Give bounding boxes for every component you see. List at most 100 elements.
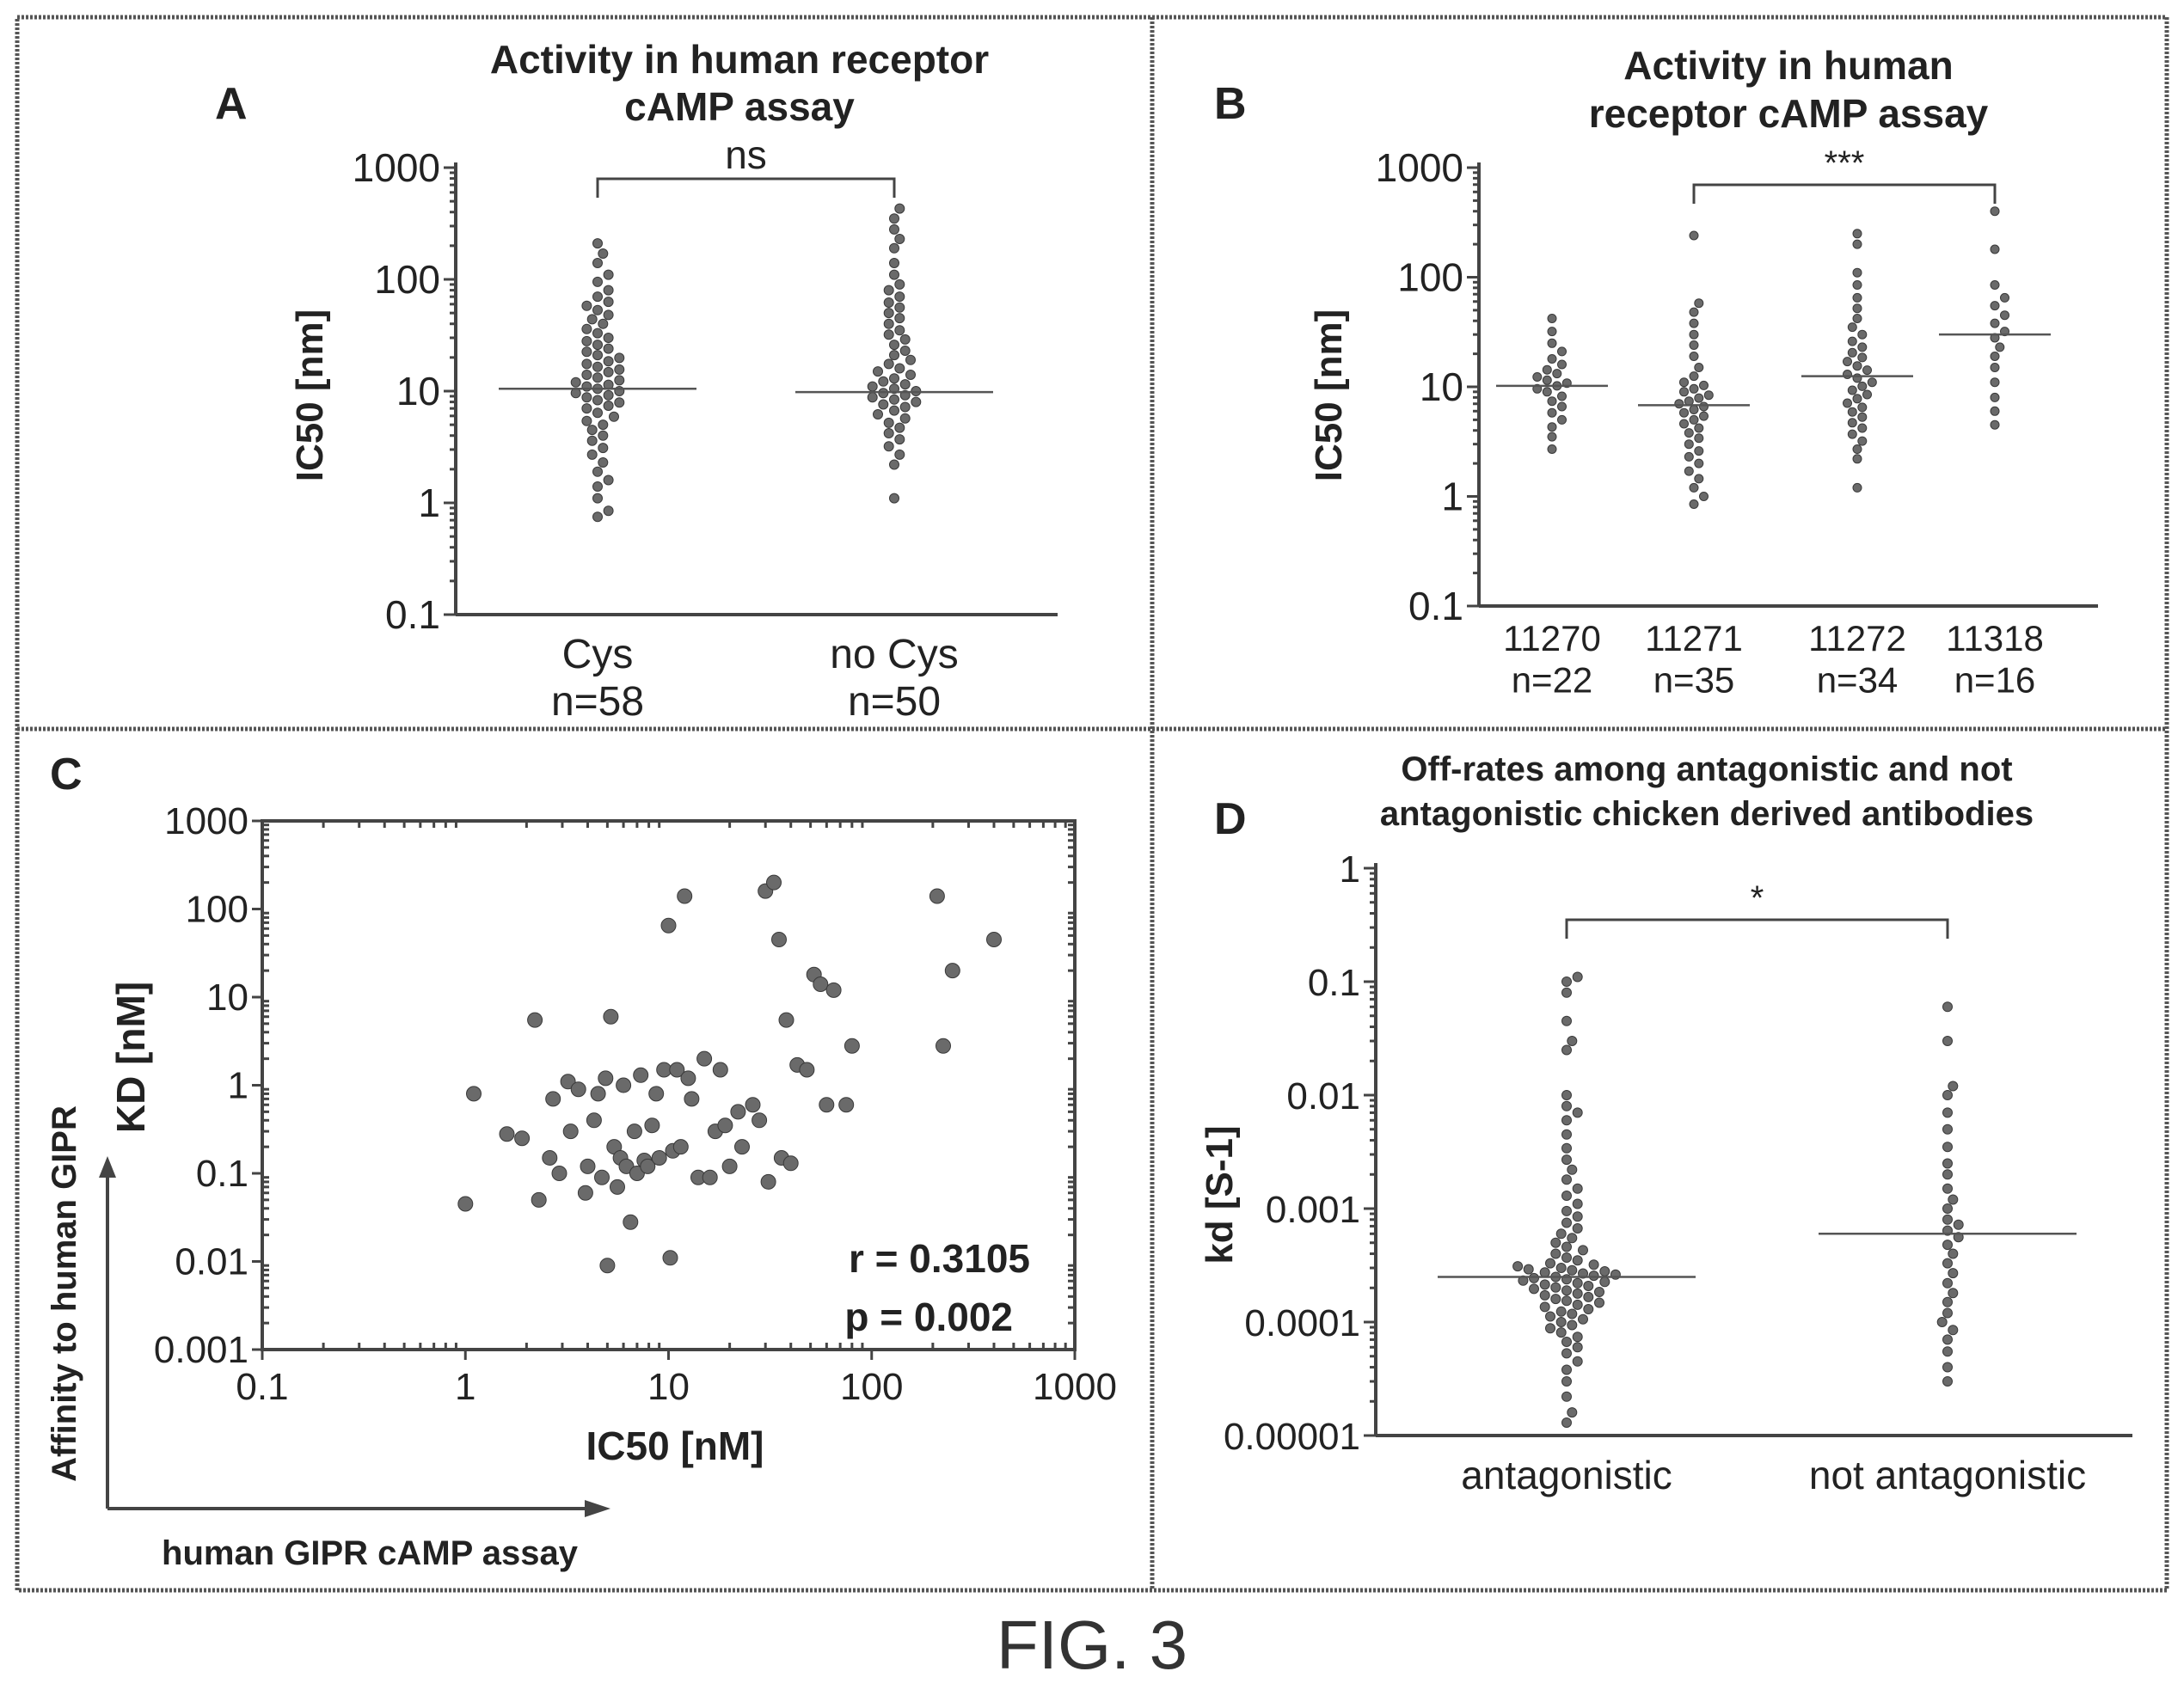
data-point [1572, 1211, 1583, 1222]
data-point [986, 932, 1002, 947]
y-tick-label: 0.01 [1286, 1075, 1360, 1117]
data-point [1599, 1266, 1610, 1276]
data-point [1990, 301, 2000, 311]
data-point [1689, 499, 1699, 509]
data-point [614, 375, 625, 386]
data-point [1990, 244, 2000, 254]
data-point [889, 340, 899, 351]
y-tick-label: 10 [206, 977, 248, 1019]
data-point [1547, 354, 1557, 364]
data-point [878, 399, 889, 410]
data-point [598, 443, 609, 454]
data-point [1567, 1308, 1578, 1319]
data-point [782, 1155, 799, 1172]
y-tick-label: 0.0001 [1244, 1302, 1360, 1344]
data-point [894, 234, 905, 244]
data-point [1684, 439, 1694, 450]
data-point [1694, 458, 1704, 468]
data-point [598, 457, 609, 468]
data-point [633, 1067, 649, 1083]
data-point [614, 352, 625, 364]
data-point [944, 963, 960, 979]
data-point [1561, 1337, 1572, 1347]
data-point [1572, 1288, 1583, 1299]
data-point [1942, 1296, 1953, 1307]
data-point [1990, 206, 2000, 217]
data-point [889, 350, 899, 361]
data-point [889, 405, 899, 416]
data-point [1867, 377, 1877, 388]
data-point [1948, 1248, 1959, 1259]
data-point [1843, 398, 1852, 408]
data-point [1699, 380, 1709, 390]
panel-b-y-axis-label: IC50 [nm] [1308, 309, 1350, 481]
panel-c-outer-y-label: Affinity to human GIPR [46, 1105, 83, 1482]
panel-c: C KD [nM] IC50 [nM] r = 0.3105 p = 0.002… [46, 750, 1117, 1572]
data-point [1995, 342, 2005, 352]
data-point [1694, 393, 1704, 403]
data-point [1843, 370, 1852, 379]
category-label: no Cys [830, 632, 958, 677]
data-point [1942, 1376, 1953, 1387]
data-point [1539, 1279, 1550, 1290]
data-point [2000, 292, 2009, 303]
category-count: n=35 [1653, 659, 1735, 700]
data-point [626, 1123, 642, 1140]
data-point [603, 269, 614, 280]
data-point [1552, 369, 1562, 379]
data-point [1561, 1142, 1572, 1154]
data-point [1539, 1289, 1550, 1301]
data-point [702, 1169, 718, 1185]
data-point [592, 395, 603, 406]
data-point [1561, 1115, 1572, 1126]
data-point [883, 417, 894, 428]
panel-d-title-line-2: antagonistic chicken derived antibodies [1380, 795, 2034, 833]
data-point [592, 350, 603, 361]
panel-b-letter: B [1214, 79, 1247, 129]
data-point [614, 397, 625, 408]
y-tick-label: 0.1 [1408, 584, 1463, 628]
data-point [1852, 280, 1862, 290]
data-point [1557, 414, 1567, 425]
data-point [1567, 1233, 1578, 1244]
data-point [894, 325, 905, 336]
data-point [1550, 1294, 1561, 1305]
data-point [1942, 1334, 1953, 1345]
data-point [883, 329, 894, 340]
panel-a-y-axis-label: IC50 [nm] [289, 309, 331, 481]
data-point [1852, 303, 1862, 314]
data-point [1561, 1044, 1572, 1056]
y-tick-label: 1 [418, 481, 440, 525]
data-point [1561, 1252, 1572, 1263]
data-point [1852, 239, 1862, 249]
data-point [696, 1050, 713, 1067]
data-point [1561, 977, 1572, 987]
figure-frame [15, 15, 2169, 1593]
panel-c-outer-y-arrow-head [99, 1156, 116, 1178]
y-tick-label: 1 [1340, 848, 1360, 891]
data-point [1694, 474, 1704, 484]
data-point [1847, 418, 1857, 428]
data-point [1990, 419, 2000, 430]
data-point [1555, 1317, 1567, 1327]
data-point [1862, 365, 1872, 376]
data-point [592, 238, 603, 249]
data-point [640, 1158, 656, 1174]
data-point [598, 318, 609, 329]
data-point [1990, 392, 2000, 402]
data-point [1550, 1248, 1561, 1259]
data-point [581, 323, 592, 334]
data-point [721, 1158, 738, 1174]
data-point [1572, 1255, 1583, 1266]
data-point [1990, 363, 2000, 372]
data-point [889, 223, 899, 235]
data-point [1689, 307, 1699, 317]
data-point [1689, 318, 1699, 328]
data-point [603, 505, 614, 517]
data-point [1555, 1327, 1567, 1338]
data-point [586, 314, 598, 325]
data-point [899, 401, 911, 413]
data-point [592, 407, 603, 419]
data-point [1857, 352, 1868, 363]
